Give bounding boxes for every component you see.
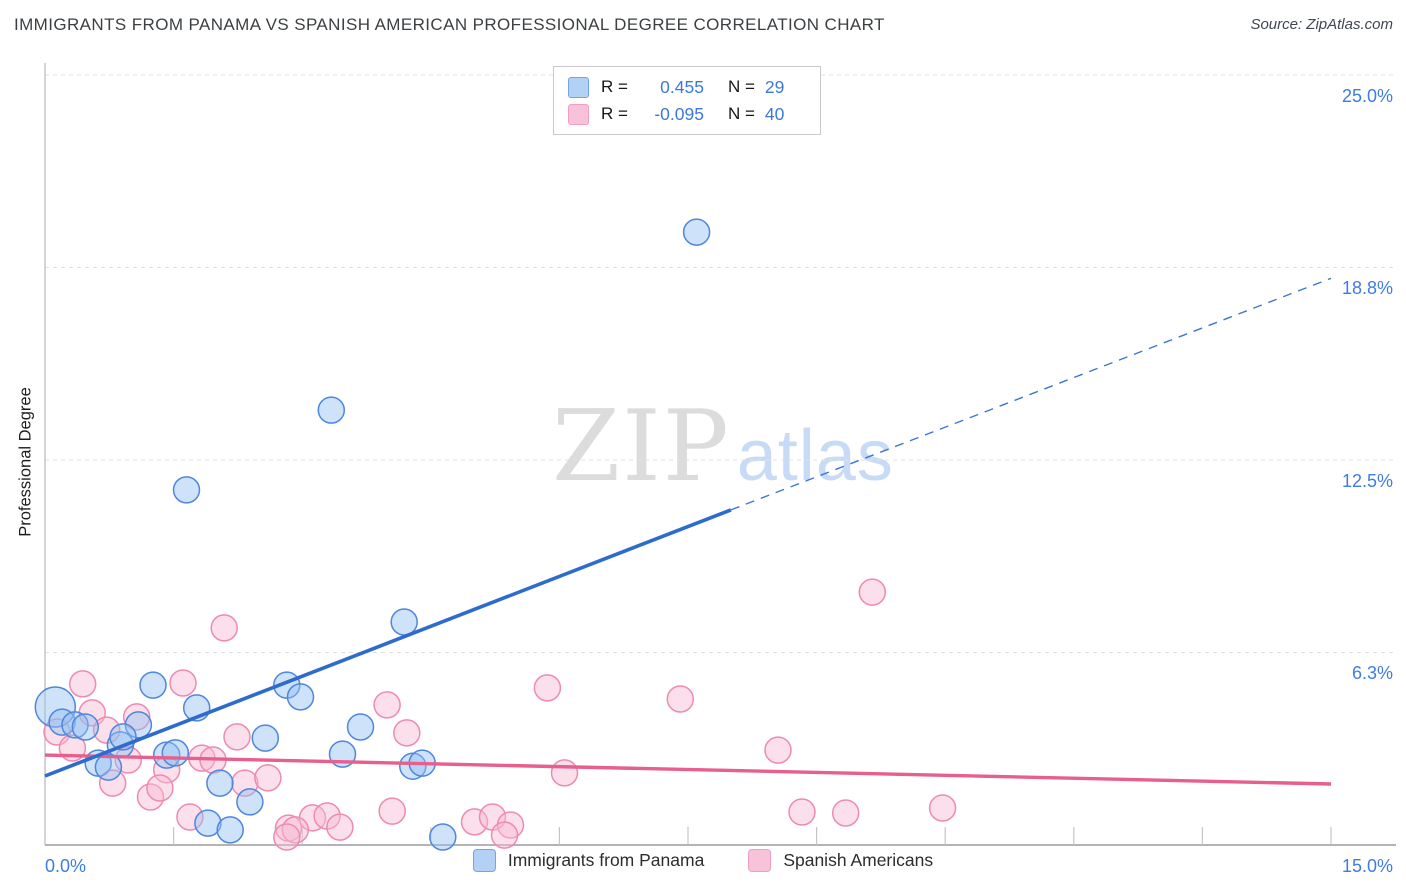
correlation-stats-box: R = 0.455 N = 29 R = -0.095 N = 40 [553, 66, 821, 135]
y-tick-label: 25.0% [1341, 86, 1393, 106]
stats-row-panama: R = 0.455 N = 29 [568, 75, 810, 99]
scatter-point-spanish-americans[interactable] [273, 823, 301, 851]
scatter-point-spanish-americans[interactable] [764, 736, 792, 764]
scatter-point-spanish-americans[interactable] [393, 719, 421, 747]
n-value: 29 [764, 76, 785, 97]
scatter-point-panama[interactable] [206, 769, 234, 797]
scatter-point-spanish-americans[interactable] [858, 578, 887, 606]
scatter-point-panama[interactable] [61, 711, 89, 739]
r-value: -0.095 [654, 103, 704, 124]
scatter-point-panama[interactable] [139, 671, 167, 699]
legend-item-spanish: Spanish Americans [748, 849, 933, 872]
scatter-point-spanish-americans[interactable] [378, 797, 406, 825]
watermark-zip: ZIP [552, 390, 731, 504]
legend-label: Spanish Americans [783, 850, 934, 870]
scatter-point-panama[interactable] [682, 218, 711, 246]
scatter-point-panama[interactable] [172, 476, 201, 504]
scatter-point-spanish-americans[interactable] [490, 821, 519, 849]
pink-series-swatch-icon [568, 103, 589, 125]
r-label: R = [601, 77, 628, 96]
scatter-point-panama[interactable] [161, 739, 190, 767]
y-tick-label: 12.5% [1341, 471, 1393, 491]
scatter-point-spanish-americans[interactable] [169, 669, 197, 697]
scatter-point-spanish-americans[interactable] [92, 716, 121, 744]
scatter-point-spanish-americans[interactable] [254, 764, 282, 792]
watermark: ZIP atlas [552, 398, 894, 496]
scatter-point-spanish-americans[interactable] [460, 808, 489, 836]
trendline-extension-panama [730, 277, 1332, 511]
r-label: R = [601, 104, 628, 123]
scatter-point-spanish-americans[interactable] [928, 794, 957, 822]
scatter-point-panama[interactable] [216, 816, 244, 844]
y-tick-label: 18.8% [1341, 278, 1393, 298]
source-attribution: Source: ZipAtlas.com [1250, 16, 1393, 33]
chart-title: IMMIGRANTS FROM PANAMA VS SPANISH AMERIC… [14, 15, 885, 34]
scatter-point-panama[interactable] [346, 713, 375, 741]
trendline-panama [44, 508, 732, 778]
stats-row-spanish: R = -0.095 N = 40 [568, 102, 810, 126]
n-label: N = [727, 77, 755, 96]
x-tick-label: 0.0% [45, 856, 87, 876]
r-value: 0.455 [660, 76, 704, 97]
scatter-point-spanish-americans[interactable] [146, 774, 174, 802]
scatter-point-spanish-americans[interactable] [373, 691, 401, 719]
n-label: N = [727, 104, 755, 123]
legend-label: Immigrants from Panama [507, 850, 705, 870]
blue-series-swatch-icon [472, 849, 496, 872]
scatter-point-spanish-americans[interactable] [533, 674, 562, 702]
blue-series-swatch-icon [568, 76, 589, 98]
scatter-point-panama[interactable] [390, 608, 418, 636]
y-tick-label: 6.3% [1351, 663, 1393, 683]
scatter-point-spanish-americans[interactable] [788, 798, 816, 826]
scatter-point-spanish-americans[interactable] [98, 769, 127, 797]
watermark-atlas: atlas [736, 416, 894, 496]
scatter-point-spanish-americans[interactable] [223, 723, 251, 751]
y-axis-title: Professional Degree [16, 387, 35, 537]
scatter-point-spanish-americans[interactable] [122, 703, 151, 731]
scatter-point-panama[interactable] [317, 396, 346, 424]
scatter-point-spanish-americans[interactable] [176, 803, 204, 831]
pink-series-swatch-icon [748, 849, 772, 872]
legend-item-panama: Immigrants from Panama [472, 849, 705, 872]
scatter-point-spanish-americans[interactable] [666, 685, 695, 713]
scatter-point-panama[interactable] [94, 753, 123, 781]
scatter-point-spanish-americans[interactable] [550, 759, 579, 787]
trendline-spanish-americans [44, 753, 1332, 786]
legend: Immigrants from Panama Spanish Americans [0, 849, 1406, 872]
scatter-point-spanish-americans[interactable] [326, 813, 354, 841]
scatter-point-panama[interactable] [194, 809, 222, 837]
scatter-point-panama[interactable] [236, 788, 264, 816]
scatter-point-panama[interactable] [251, 724, 280, 752]
scatter-point-spanish-americans[interactable] [831, 799, 860, 827]
x-tick-label: 15.0% [1341, 856, 1393, 876]
scatter-point-spanish-americans[interactable] [210, 614, 238, 642]
scatter-point-spanish-americans[interactable] [68, 670, 97, 698]
scatter-point-panama[interactable] [152, 741, 181, 769]
scatter-point-panama[interactable] [71, 713, 100, 741]
scatter-point-panama[interactable] [429, 823, 457, 851]
scatter-point-panama[interactable] [286, 683, 315, 711]
n-value: 40 [764, 103, 785, 124]
